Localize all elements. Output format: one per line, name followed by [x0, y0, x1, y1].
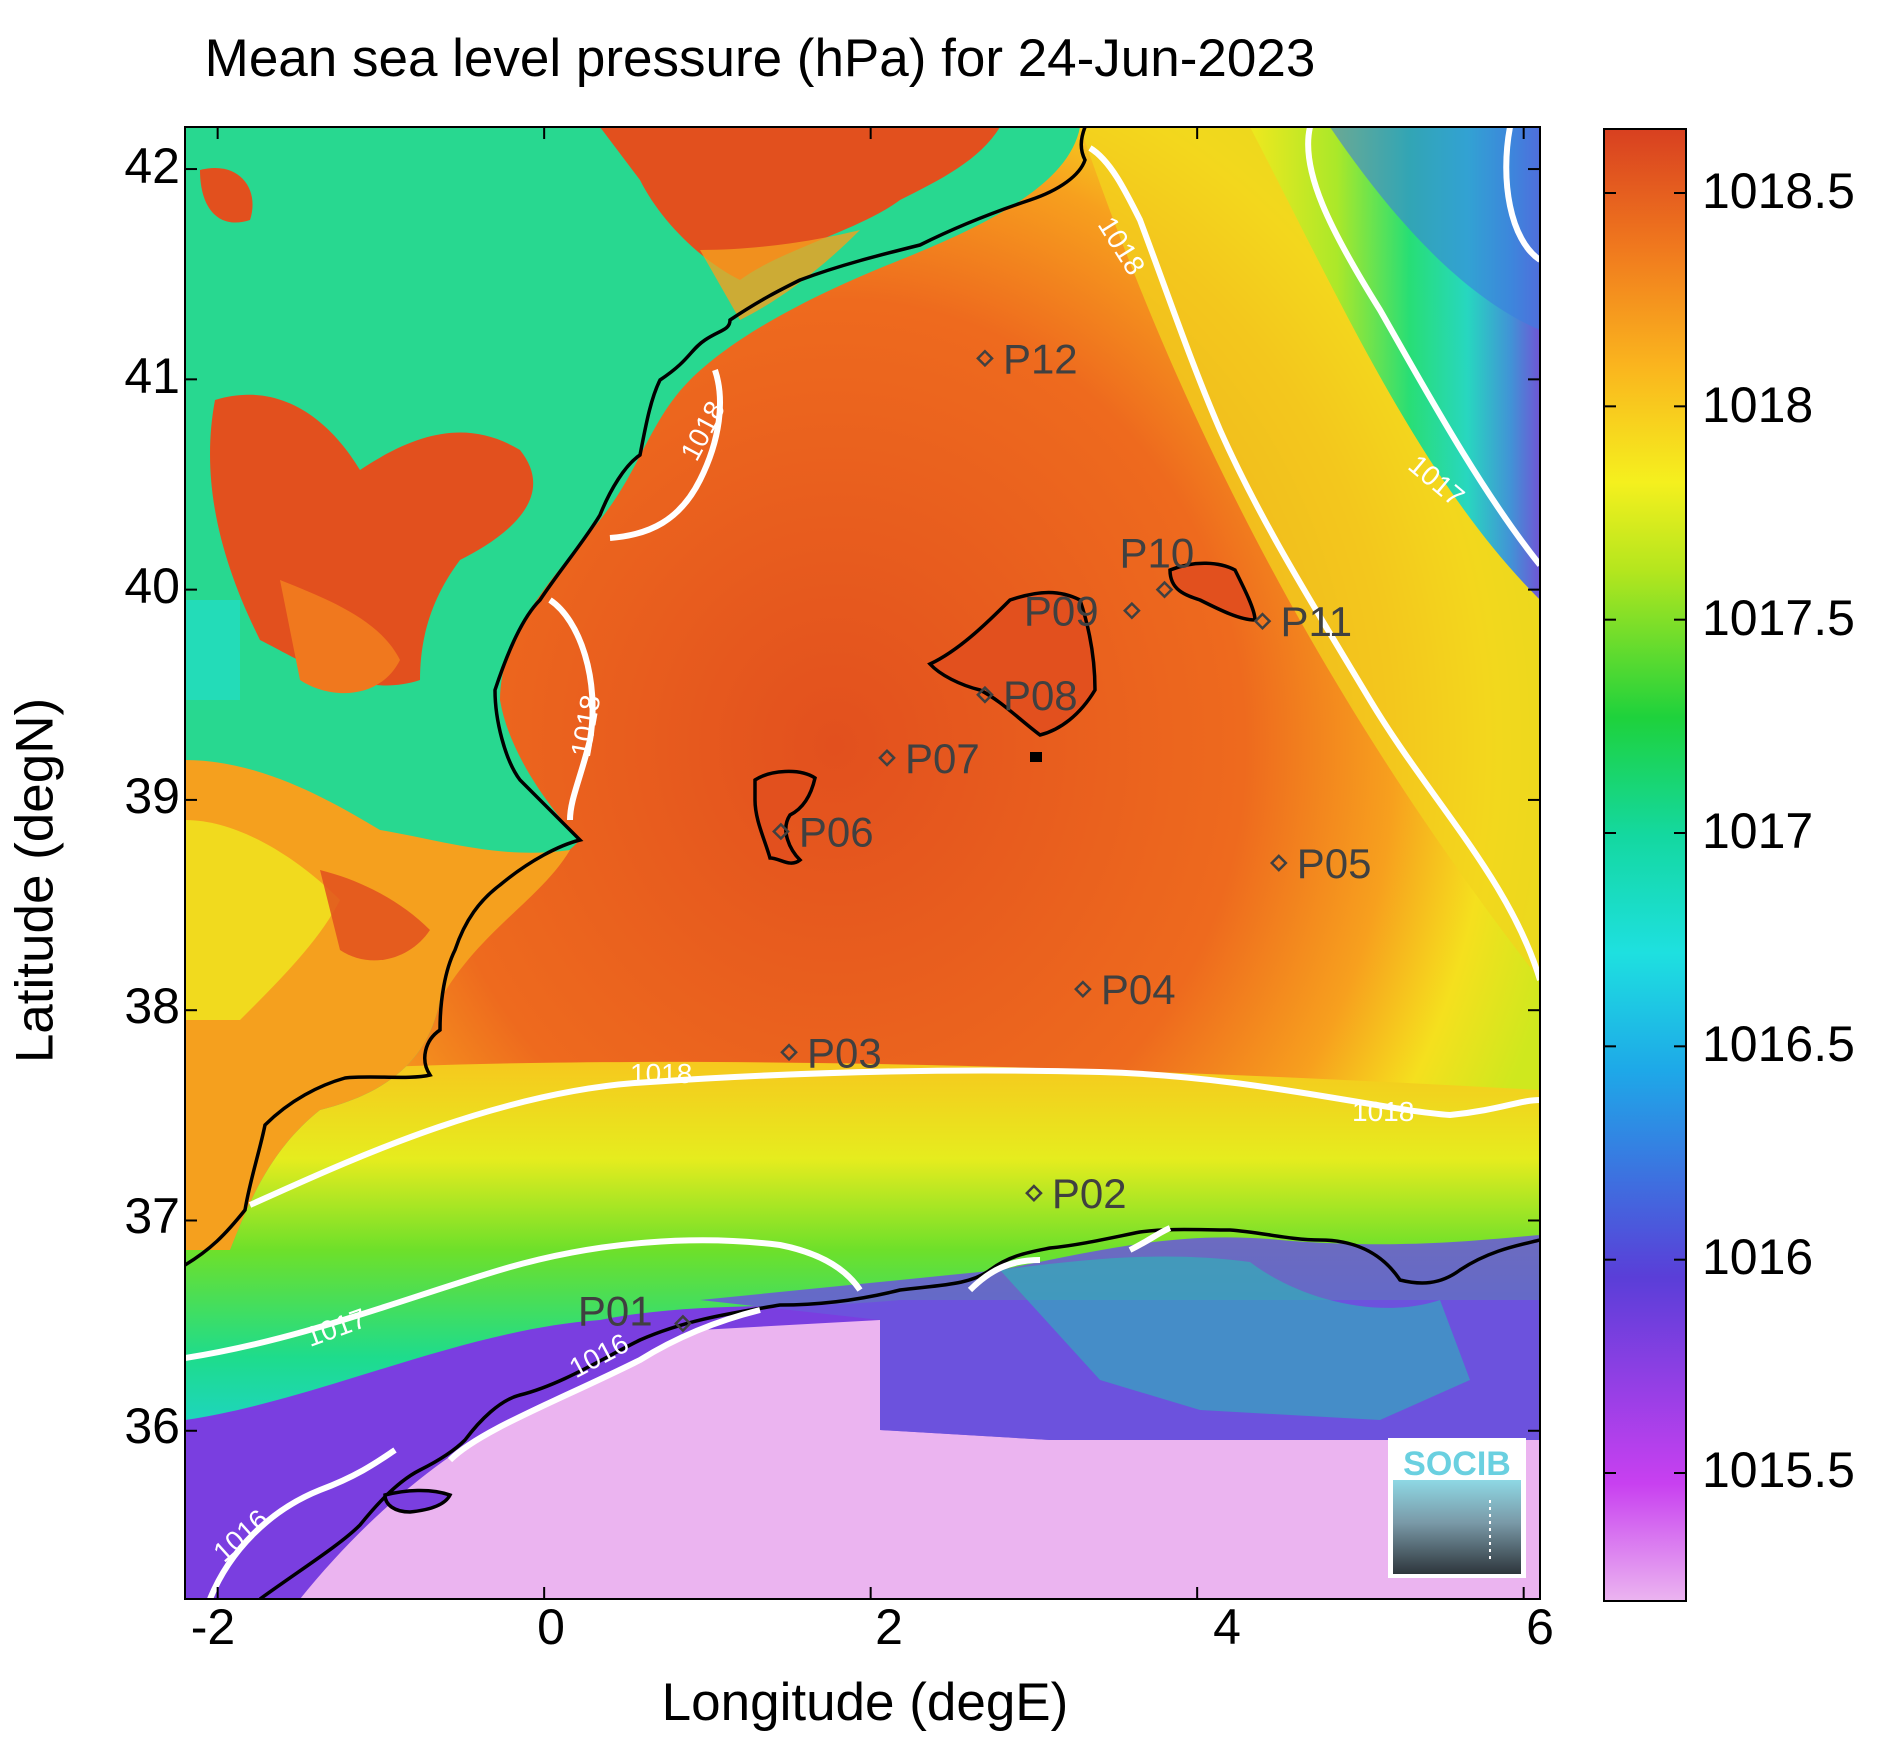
x-tick-label: 6 [1526, 1599, 1554, 1655]
station-label: P11 [1280, 598, 1352, 645]
colorbar-tick-label: 1018.5 [1702, 163, 1855, 219]
colorbar [1603, 128, 1687, 1602]
station-marker [780, 1043, 798, 1062]
station-marker [1253, 612, 1272, 631]
station-label: P06 [799, 808, 874, 855]
station-marker [772, 822, 790, 841]
y-tick-label: 39 [124, 768, 180, 824]
station-label: P03 [807, 1029, 882, 1076]
station-marker [1269, 854, 1288, 872]
y-axis-label: Latitude (degN) [5, 697, 65, 1064]
station-label: P08 [1003, 672, 1078, 719]
pressure-contours [185, 127, 1540, 1599]
station-marker [1074, 980, 1092, 999]
colorbar-tick-label: 1016 [1702, 1229, 1814, 1285]
y-tick-label: 38 [124, 978, 180, 1034]
station-label: P07 [905, 735, 980, 782]
y-tick-label: 41 [124, 348, 180, 404]
island-ibiza [753, 769, 817, 865]
y-tick-label: 40 [124, 558, 180, 614]
x-tick-label: 4 [1213, 1599, 1241, 1655]
colorbar-tick-label: 1015.5 [1702, 1442, 1855, 1498]
colorbar-tick-label: 1016.5 [1702, 1016, 1855, 1072]
station-marker [1123, 601, 1141, 620]
colorbar-tick-label: 1017.5 [1702, 590, 1855, 646]
coastline-iberia [185, 127, 1087, 1267]
y-tick-label: 37 [124, 1188, 180, 1244]
island-alboran [383, 1488, 453, 1514]
station-label: P12 [1003, 335, 1078, 382]
station-label: P04 [1101, 966, 1176, 1013]
station-marker [976, 685, 994, 704]
station-label: P02 [1052, 1170, 1127, 1217]
map-field: P01 P02 P03 P04 P05 P06 P07 P08 P09 P10 P11 P12 SOC… [185, 127, 1540, 1599]
station-markers: P01 P02 P03 P04 P05 P06 P07 P08 P09 P10 P11 P12 [578, 335, 1372, 1334]
y-tick-label: 36 [124, 1398, 180, 1454]
contour-label: 1018 [630, 1058, 693, 1089]
station-label: P01 [578, 1288, 653, 1335]
logo-text: SOCIB [1403, 1445, 1511, 1483]
contour-label: 1018 [1352, 1096, 1415, 1127]
map-frame [184, 126, 1541, 1600]
station-marker [878, 749, 896, 767]
station-label: P05 [1297, 840, 1372, 887]
x-tick-label: 0 [537, 1599, 565, 1655]
station-label: P09 [1024, 588, 1099, 635]
colorbar-tick-label: 1017 [1702, 803, 1814, 859]
x-tick-label: -2 [190, 1599, 236, 1655]
station-marker [674, 1314, 692, 1333]
station-marker [976, 349, 994, 368]
station-marker [1025, 1184, 1043, 1202]
map-title: Mean sea level pressure (hPa) for 24-Jun… [204, 29, 1316, 88]
colorbar-tick-label: 1018 [1702, 377, 1814, 433]
coastline-africa [258, 1227, 1540, 1599]
socib-logo: SOCIB [1388, 1438, 1526, 1578]
station-marker [1155, 580, 1174, 599]
x-axis-label: Longitude (degE) [661, 1673, 1069, 1732]
station-label: P10 [1120, 530, 1195, 577]
y-tick-label: 42 [124, 138, 180, 194]
x-tick-label: 2 [875, 1599, 903, 1655]
